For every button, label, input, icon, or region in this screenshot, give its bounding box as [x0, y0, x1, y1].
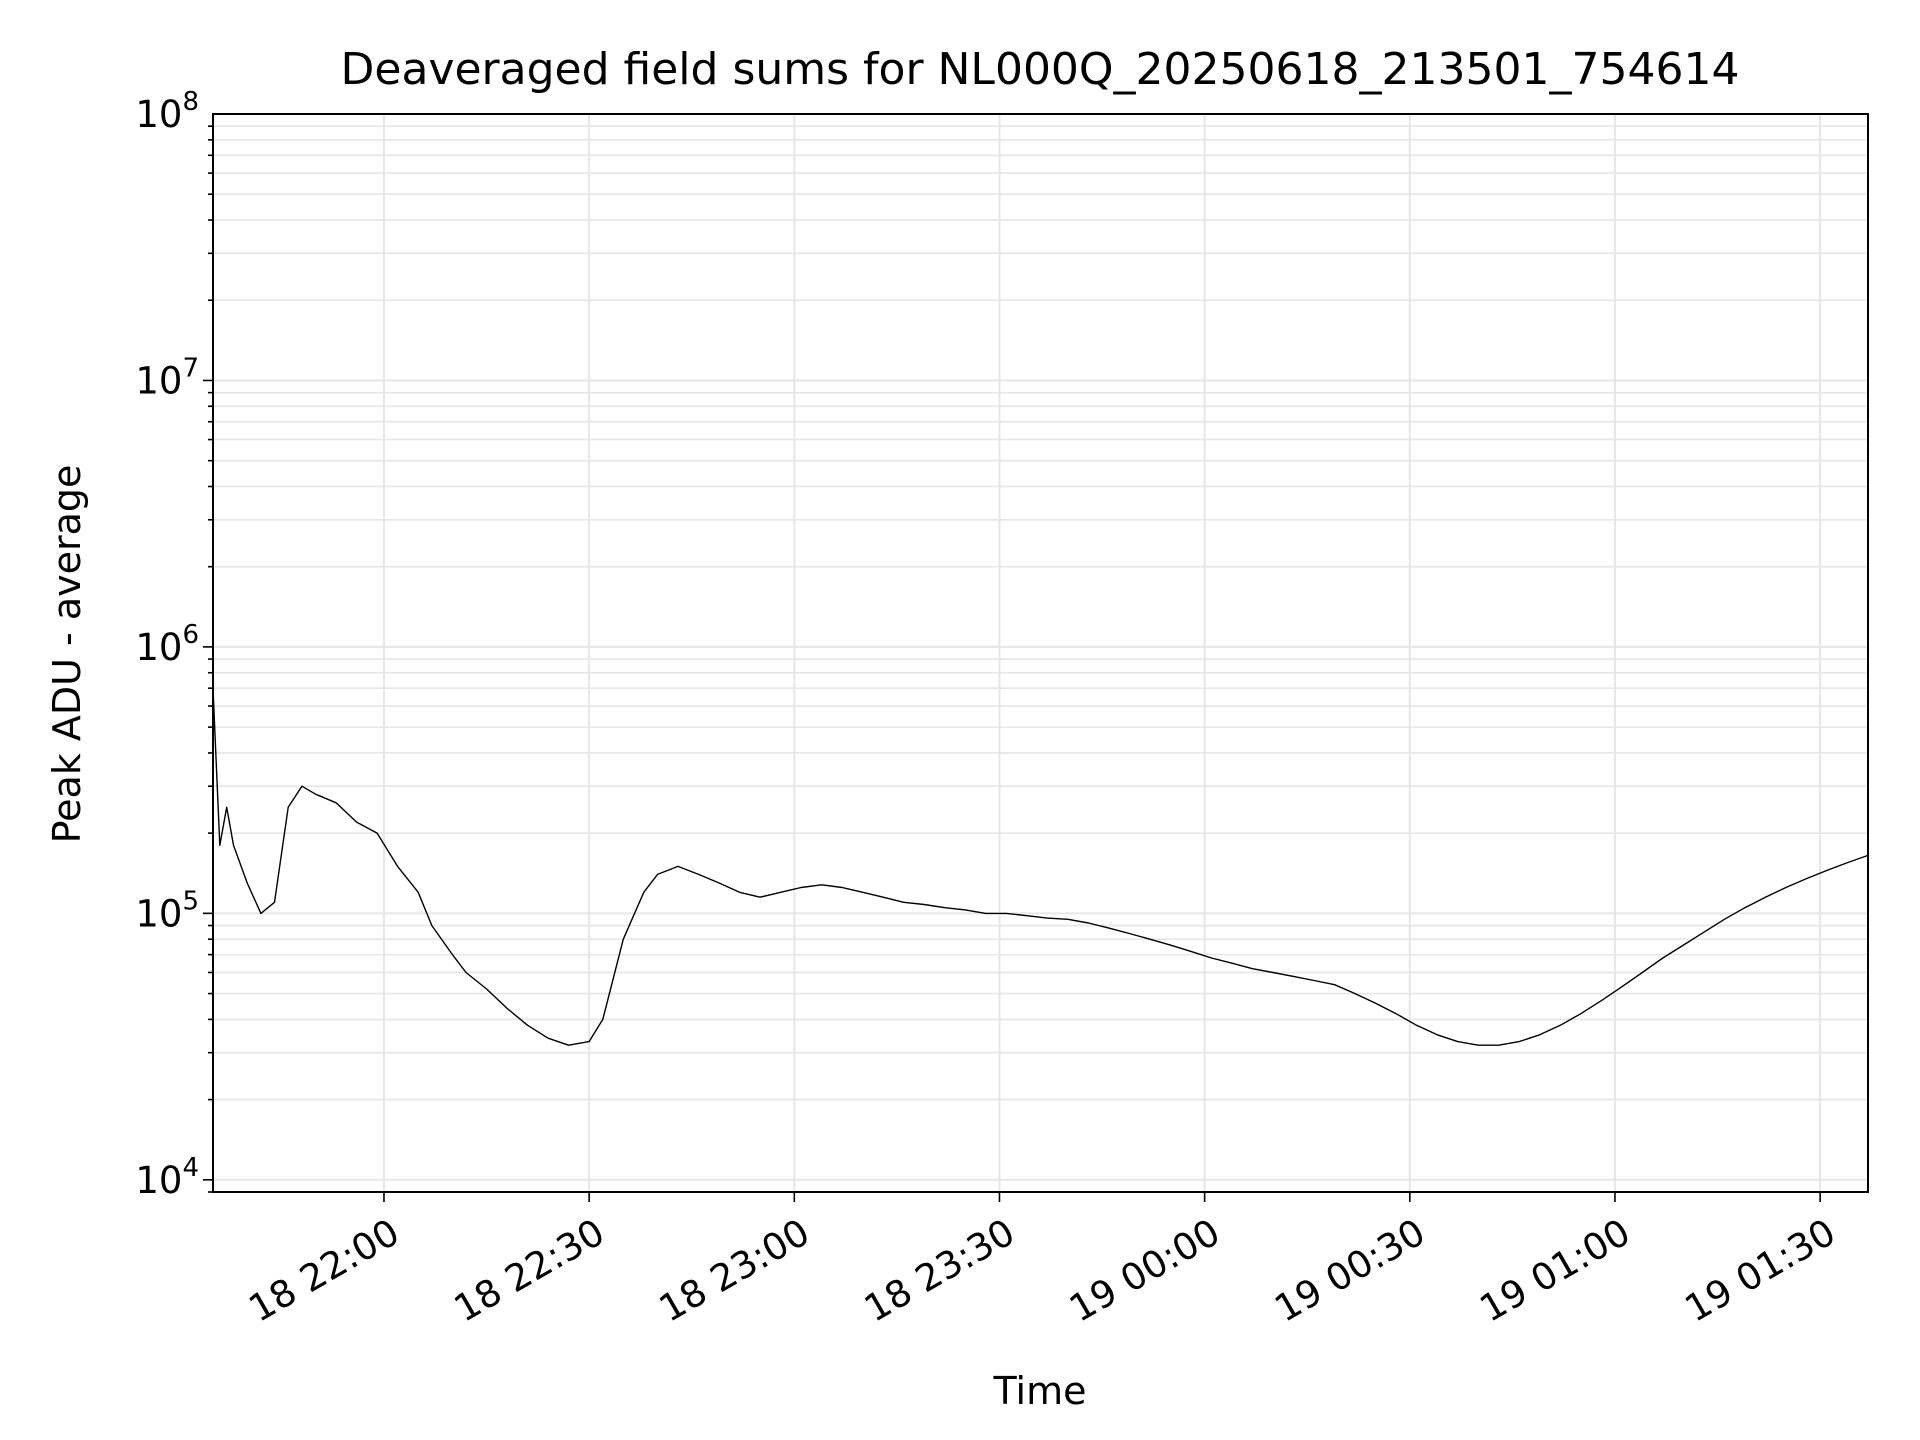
grid [213, 114, 1868, 1193]
y-tick-label-base: 10 [135, 93, 182, 136]
y-tick-label-exponent: 7 [182, 353, 199, 383]
series-layer [212, 439, 1869, 1046]
y-tick-label-exponent: 4 [182, 1153, 199, 1183]
y-tick-label-exponent: 5 [182, 886, 199, 916]
chart-title: Deaveraged field sums for NL000Q_2025061… [341, 44, 1740, 95]
y-tick-label: 108 [135, 87, 199, 136]
y-tick-label-exponent: 8 [182, 87, 199, 117]
x-axis-label: Time [993, 1369, 1087, 1413]
y-tick-label: 106 [135, 620, 199, 669]
plot-frame [212, 113, 1869, 1193]
y-tick-label-base: 10 [135, 1159, 182, 1202]
y-tick-label-base: 10 [135, 626, 182, 669]
y-tick-label-exponent: 6 [182, 620, 199, 650]
y-tick-label: 105 [135, 886, 199, 935]
series-line-0 [212, 439, 1869, 1046]
y-axis-label: Peak ADU - average [45, 465, 89, 844]
y-tick-label: 104 [135, 1153, 199, 1202]
y-tick-label: 107 [135, 353, 199, 402]
y-tick-label-base: 10 [135, 892, 182, 935]
y-tick-label-base: 10 [135, 359, 182, 402]
